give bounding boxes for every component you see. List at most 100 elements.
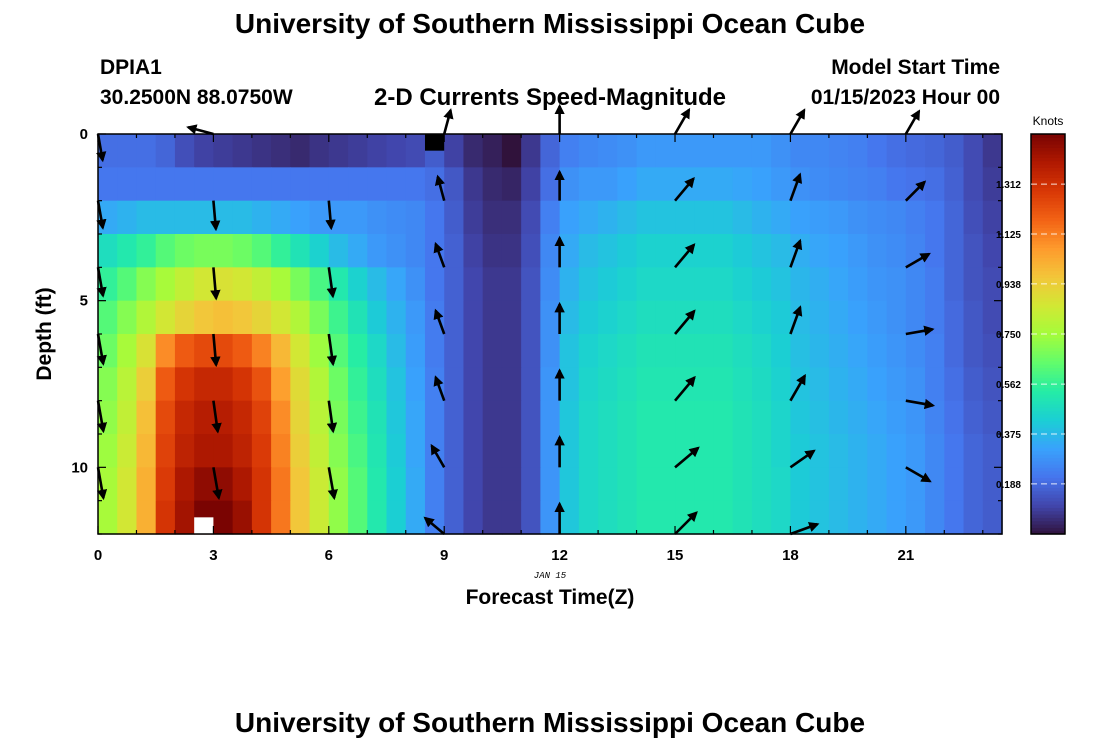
heatmap-cell [386, 434, 407, 468]
heatmap-cell [271, 167, 291, 202]
colorbar-segment [1031, 514, 1065, 518]
heatmap-cell [194, 367, 215, 402]
colorbar-tick-label: 0.562 [996, 380, 1021, 391]
heatmap-cell [194, 300, 215, 335]
heatmap-cell [559, 400, 580, 435]
heatmap-cell [925, 467, 945, 502]
current-vector [789, 373, 806, 402]
heatmap-cell [675, 334, 695, 368]
heatmap-cell [751, 200, 772, 235]
heatmap-cell [925, 200, 945, 235]
heatmap-cell [232, 300, 253, 335]
heatmap-cell [194, 467, 215, 502]
heatmap-cell [521, 334, 541, 368]
current-vector [211, 400, 222, 434]
heatmap-cell [444, 134, 465, 168]
heatmap-cell [886, 234, 907, 268]
heatmap-cell [367, 234, 388, 268]
heatmap-cell [963, 467, 984, 502]
heatmap-cell [771, 400, 792, 435]
heatmap-cell [98, 234, 118, 268]
colorbar-tick-label: 0.938 [996, 280, 1021, 291]
colorbar-segment [1031, 414, 1065, 418]
heatmap-cell [925, 234, 945, 268]
heatmap-cell [251, 167, 272, 202]
heatmap-cell [848, 500, 868, 535]
heatmap-cell [559, 167, 580, 202]
heatmap-cell [694, 334, 715, 368]
y-tick-label: 0 [80, 126, 88, 143]
heatmap-cell [559, 367, 580, 402]
heatmap-cell [444, 400, 465, 435]
heatmap-cell [809, 367, 830, 402]
heatmap-cell [309, 200, 330, 235]
heatmap-cell [386, 300, 407, 335]
heatmap-cell [444, 467, 465, 502]
heatmap-cell [213, 434, 234, 468]
heatmap-cell [290, 267, 311, 302]
heatmap-cell [982, 200, 1003, 235]
heatmap-cell [444, 167, 465, 202]
heatmap-cell [886, 334, 907, 368]
colorbar-segment [1031, 347, 1065, 352]
heatmap-cell [155, 234, 176, 268]
colorbar-segment [1031, 394, 1065, 398]
heatmap-cell [925, 267, 945, 302]
heatmap-cell [713, 434, 734, 468]
heatmap-cell [982, 434, 1003, 468]
current-vector [325, 200, 336, 231]
heatmap-cell [578, 500, 599, 535]
heatmap-cell [655, 300, 676, 335]
heatmap-cell [809, 200, 830, 235]
heatmap-cell [675, 200, 695, 235]
heatmap-cell [174, 500, 195, 535]
heatmap-cell [405, 134, 426, 168]
heatmap-cell [905, 434, 926, 468]
heatmap-cell [367, 300, 388, 335]
heatmap-cell [271, 400, 291, 435]
heatmap-cell [136, 467, 157, 502]
heatmap-cell [194, 234, 215, 268]
heatmap-cell [501, 300, 522, 335]
heatmap-cell [636, 234, 657, 268]
heatmap-cell [848, 467, 868, 502]
heatmap-cell [886, 400, 907, 435]
heatmap-cell [251, 500, 272, 535]
heatmap-cell [136, 367, 157, 402]
colorbar-segment [1031, 264, 1065, 268]
colorbar-segment [1031, 380, 1065, 385]
heatmap-cell [444, 334, 465, 368]
heatmap-cell [155, 334, 176, 368]
heatmap-cell [444, 367, 465, 402]
colorbar-segment [1031, 227, 1065, 232]
heatmap-cell [944, 500, 965, 535]
heatmap-cell [713, 500, 734, 535]
heatmap-cell [963, 234, 984, 268]
colorbar-tick-label: 1.125 [996, 230, 1021, 241]
heatmap-cell [117, 500, 138, 535]
current-vector [904, 180, 927, 202]
heatmap-cell [309, 400, 330, 435]
heatmap-cell [155, 167, 176, 202]
heatmap-cell [444, 267, 465, 302]
heatmap-cell [174, 467, 195, 502]
heatmap-cell [174, 267, 195, 302]
colorbar-segment [1031, 490, 1065, 495]
colorbar-segment [1031, 467, 1065, 472]
current-vector [433, 241, 446, 268]
heatmap-cell [944, 267, 965, 302]
heatmap-cell [617, 434, 638, 468]
heatmap-cell [463, 300, 484, 335]
heatmap-cell [636, 200, 657, 235]
heatmap-cell [905, 400, 926, 435]
colorbar-segment [1031, 407, 1065, 412]
heatmap-cell [636, 434, 657, 468]
x-date-label: JAN 15 [534, 571, 567, 581]
heatmap-cell [848, 434, 868, 468]
station-coords: 30.2500N 88.0750W [100, 86, 293, 109]
heatmap-cell [559, 334, 580, 368]
current-vector [674, 309, 696, 335]
heatmap-cell [963, 367, 984, 402]
heatmap-cell [963, 500, 984, 535]
heatmap-cell [982, 400, 1003, 435]
